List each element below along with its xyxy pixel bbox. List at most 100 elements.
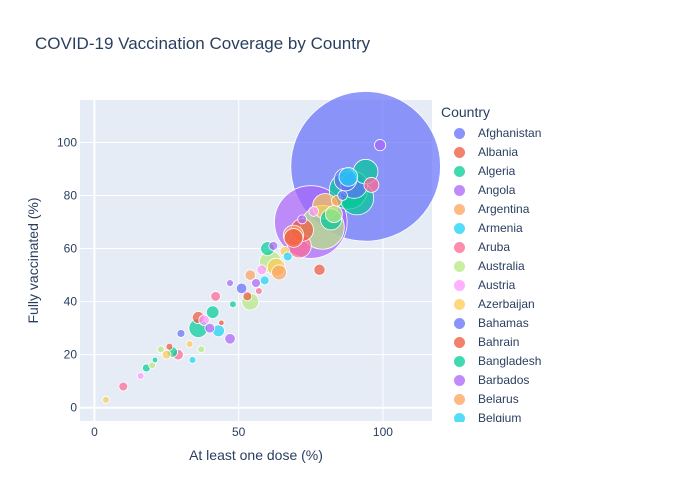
chart-title: COVID-19 Vaccination Coverage by Country [35,34,371,53]
data-point[interactable] [185,340,194,348]
legend-label: Azerbaijan [478,297,535,311]
legend-label: Bahamas [478,316,529,330]
legend-item[interactable]: Aruba [441,238,641,257]
data-point[interactable] [255,287,263,295]
legend-swatch [454,166,465,177]
data-point[interactable] [244,269,256,281]
legend-label: Algeria [478,164,516,178]
legend-item[interactable]: Angola [441,181,641,200]
legend-label: Barbados [478,373,530,387]
data-point[interactable] [151,356,159,364]
data-point[interactable] [271,264,287,281]
legend-item[interactable]: Bahamas [441,314,641,333]
data-point[interactable] [136,372,145,380]
data-point[interactable] [197,345,206,354]
data-point[interactable] [308,206,320,217]
data-point[interactable] [297,214,308,225]
data-point[interactable] [118,381,129,392]
data-point[interactable] [156,345,165,354]
legend-item[interactable]: Belarus [441,390,641,409]
data-point[interactable] [338,167,359,187]
legend-label: Aruba [478,240,511,254]
data-point[interactable] [251,278,261,288]
data-point[interactable] [224,333,236,345]
data-point[interactable] [283,228,304,248]
legend-swatch [454,204,465,215]
legend-label: Angola [478,183,516,197]
legend-item[interactable]: Austria [441,276,641,295]
legend-swatch [454,261,465,272]
y-tick-label: 40 [64,295,78,309]
legend-item[interactable]: Afghanistan [441,124,641,143]
legend-label: Armenia [478,221,523,235]
legend-item[interactable]: Algeria [441,162,641,181]
legend-swatch [454,356,465,367]
y-tick-label: 0 [70,401,77,415]
data-point[interactable] [165,342,174,351]
y-tick-label: 20 [64,348,78,362]
data-point[interactable] [188,356,197,364]
data-point[interactable] [229,300,237,309]
tick-labels: 0 50 100 0 20 40 60 80 100 [57,135,393,439]
legend-label: Albania [478,145,519,159]
data-point[interactable] [242,291,253,302]
data-point[interactable] [206,305,220,319]
data-point[interactable] [218,319,225,327]
data-point[interactable] [161,349,172,360]
data-point[interactable] [268,241,279,251]
data-point[interactable] [282,251,293,262]
legend-item[interactable]: Azerbaijan [441,295,641,314]
legend-label: Austria [478,278,516,292]
legend-swatch [454,299,465,310]
legend-swatch [454,375,465,386]
legend-swatch [454,337,465,348]
legend-item[interactable]: Armenia [441,219,641,238]
legend: Country Afghanistan Albania Algeria Angola A… [441,104,641,422]
legend-label: Bangladesh [478,354,542,368]
y-tick-label: 60 [64,242,78,256]
x-tick-label: 0 [91,425,98,439]
legend-item[interactable]: Belgium [441,409,641,422]
data-point[interactable] [259,275,270,286]
legend-title: Country [441,104,491,120]
legend-swatch [454,280,465,291]
legend-item[interactable]: Bangladesh [441,352,641,371]
x-axis-label: At least one dose (%) [189,447,323,463]
data-point[interactable] [102,395,110,404]
legend-swatch [454,223,465,234]
legend-label: Afghanistan [478,126,542,140]
x-tick-label: 50 [232,425,246,439]
data-point[interactable] [325,205,343,223]
data-point[interactable] [363,177,380,193]
x-tick-label: 100 [373,425,393,439]
legend-swatch [454,185,465,196]
legend-item[interactable]: Barbados [441,371,641,390]
legend-swatch [454,128,465,139]
legend-item[interactable]: Argentina [441,200,641,219]
legend-label: Bahrain [478,335,520,349]
legend-label: Argentina [478,202,530,216]
legend-item[interactable]: Bahrain [441,333,641,352]
y-axis-label: Fully vaccinated (%) [25,197,41,323]
legend-swatch [454,242,465,253]
legend-item[interactable]: Australia [441,257,641,276]
data-point[interactable] [204,322,216,334]
legend-swatch [454,147,465,158]
data-point[interactable] [374,139,387,152]
data-point[interactable] [337,190,348,201]
data-point[interactable] [176,329,186,338]
data-points[interactable] [102,91,441,404]
y-tick-label: 80 [64,189,78,203]
data-point[interactable] [256,264,268,276]
legend-swatch [454,413,465,422]
data-point[interactable] [148,361,156,370]
data-point[interactable] [198,314,210,326]
data-point[interactable] [226,279,234,287]
data-point[interactable] [313,263,326,276]
legend-item[interactable]: Albania [441,143,641,162]
legend-label: Belarus [478,392,519,406]
data-point[interactable] [235,282,248,295]
data-point[interactable] [210,291,221,302]
